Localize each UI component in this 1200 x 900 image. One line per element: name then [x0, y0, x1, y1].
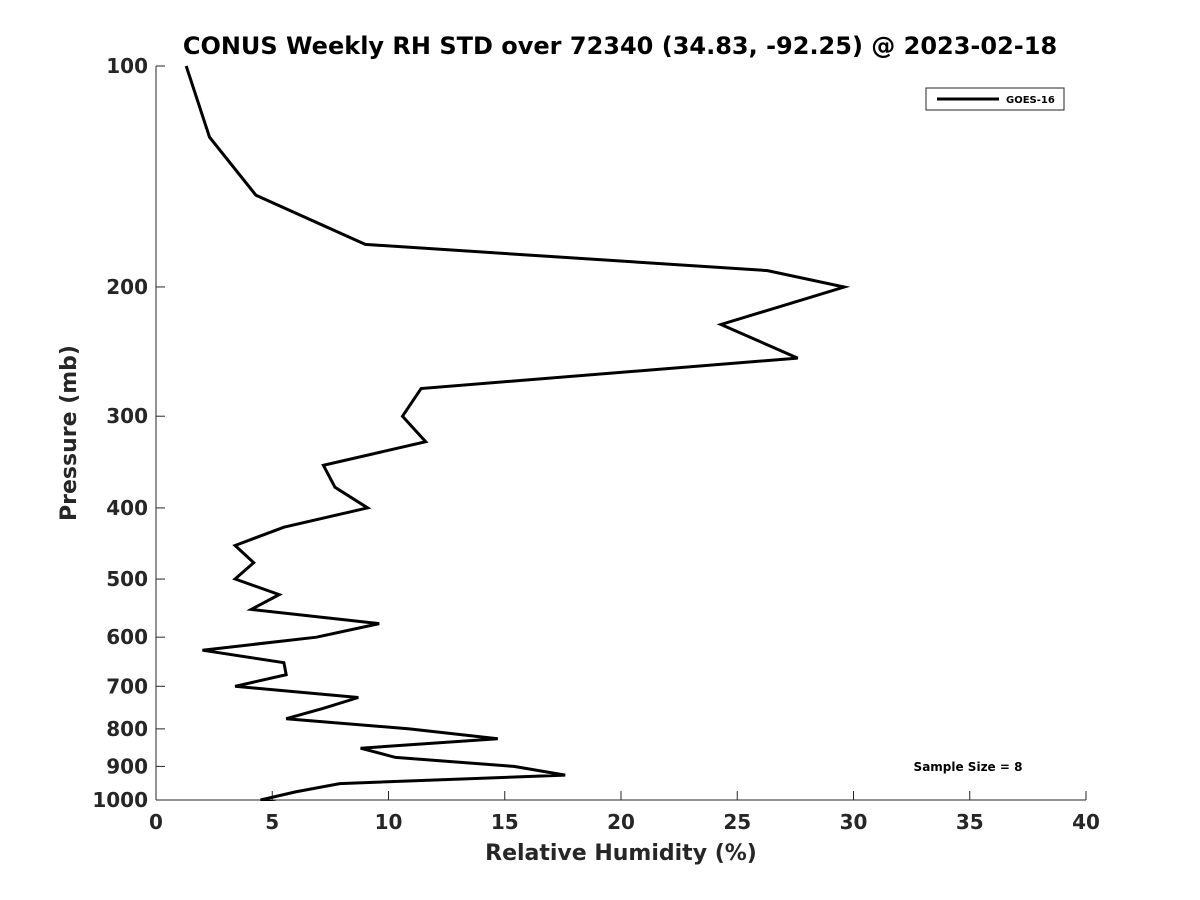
series-layer [184, 65, 851, 801]
y-tick-label-300: 300 [106, 404, 148, 428]
y-tick-label-900: 900 [106, 754, 148, 778]
legend-label-goes-16: GOES-16 [1006, 95, 1055, 106]
y-tick-label-400: 400 [106, 496, 148, 520]
x-tick-label-20: 20 [607, 810, 635, 834]
x-tick-label-5: 5 [265, 810, 279, 834]
x-tick-label-15: 15 [491, 810, 519, 834]
y-tick-label-500: 500 [106, 567, 148, 591]
y-ticks: 100 200 300 400 500 600 700 800 900 1000 [92, 54, 165, 812]
x-axis-label: Relative Humidity (%) [485, 841, 757, 866]
x-tick-label-40: 40 [1072, 810, 1100, 834]
y-tick-label-700: 700 [106, 674, 148, 698]
y-tick-label-200: 200 [106, 275, 148, 299]
chart-title: CONUS Weekly RH STD over 72340 (34.83, -… [183, 32, 1057, 60]
y-tick-label-600: 600 [106, 625, 148, 649]
x-tick-label-10: 10 [375, 810, 403, 834]
x-tick-label-30: 30 [840, 810, 868, 834]
y-tick-label-800: 800 [106, 717, 148, 741]
legend: GOES-16 [925, 87, 1065, 111]
x-ticks: 0 5 10 15 20 25 30 35 40 [149, 791, 1100, 834]
y-axis-label: Pressure (mb) [57, 345, 82, 521]
x-tick-label-25: 25 [723, 810, 751, 834]
series-line-goes-16 [184, 65, 851, 801]
x-tick-label-35: 35 [956, 810, 984, 834]
y-tick-label-100: 100 [106, 54, 148, 78]
y-tick-label-1000: 1000 [92, 788, 148, 812]
sample-size-annotation: Sample Size = 8 [914, 760, 1023, 774]
x-tick-label-0: 0 [149, 810, 163, 834]
